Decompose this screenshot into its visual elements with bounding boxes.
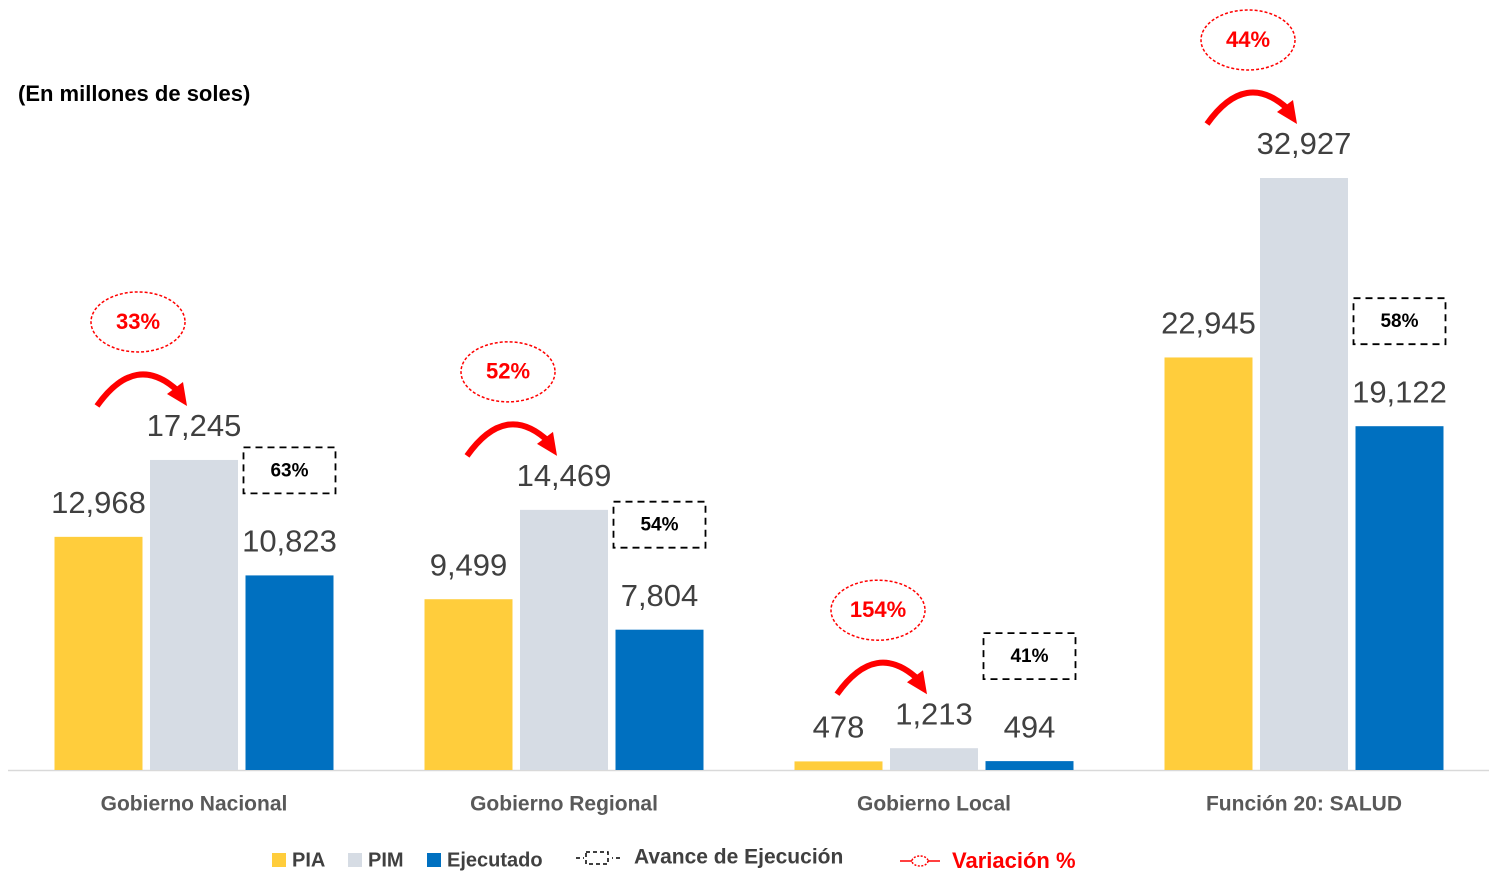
- avance-label: 41%: [1010, 646, 1048, 667]
- legend-label: PIA: [292, 849, 325, 871]
- x-tick-label: Gobierno Regional: [470, 793, 658, 816]
- variation-ellipse: [90, 291, 186, 353]
- avance-box: [982, 632, 1077, 681]
- data-label: 9,499: [430, 547, 508, 582]
- variation-label: 52%: [486, 359, 530, 384]
- variation-label: 44%: [1226, 27, 1270, 52]
- bar: [1260, 178, 1348, 770]
- bar: [54, 536, 143, 770]
- variation-arrow: [834, 659, 922, 696]
- bar: [890, 748, 978, 770]
- legend-swatch: [427, 853, 441, 867]
- data-label: 7,804: [621, 578, 699, 613]
- legend-label: Avance de Ejecución: [634, 846, 843, 869]
- data-label: 22,945: [1161, 306, 1256, 341]
- data-label: 19,122: [1352, 374, 1447, 409]
- data-label: 14,469: [517, 458, 612, 493]
- legend-label: Variación %: [952, 848, 1076, 873]
- bar: [424, 599, 513, 770]
- avance-label: 54%: [640, 515, 678, 536]
- data-label: 17,245: [147, 408, 242, 443]
- variation-arrow: [464, 421, 552, 458]
- bar: [150, 459, 238, 770]
- bar: [245, 575, 334, 770]
- variation-arrow: [1204, 89, 1292, 126]
- bar: [1355, 426, 1444, 770]
- data-label: 494: [1004, 709, 1056, 744]
- legend-variacion-icon: [911, 855, 929, 867]
- variation-arrow: [94, 371, 182, 408]
- data-label: 478: [813, 710, 865, 745]
- bar: [1164, 357, 1253, 770]
- data-label: 12,968: [51, 485, 146, 520]
- variation-ellipse: [1200, 9, 1296, 71]
- data-label: 1,213: [895, 696, 973, 731]
- bar: [615, 629, 704, 770]
- avance-box: [612, 500, 707, 549]
- avance-box: [1352, 297, 1447, 346]
- legend-label: Ejecutado: [447, 849, 543, 871]
- x-tick-label: Gobierno Local: [857, 793, 1011, 816]
- bar: [520, 509, 608, 770]
- avance-label: 63%: [270, 460, 308, 481]
- bar: [985, 761, 1074, 770]
- x-tick-label: Función 20: SALUD: [1206, 793, 1402, 816]
- variation-arrowhead: [1277, 100, 1297, 124]
- variation-ellipse: [830, 579, 926, 641]
- data-label: 32,927: [1257, 126, 1352, 161]
- legend-swatch: [272, 853, 286, 867]
- variation-label: 154%: [850, 597, 906, 622]
- variation-ellipse: [460, 341, 556, 403]
- bar: [794, 761, 883, 770]
- data-label: 10,823: [242, 524, 337, 559]
- legend-label: PIM: [368, 849, 404, 871]
- variation-arrowhead: [907, 670, 927, 695]
- variation-label: 33%: [116, 309, 160, 334]
- x-tick-label: Gobierno Nacional: [101, 793, 288, 816]
- legend-avance-icon: [576, 851, 620, 865]
- chart-subtitle: (En millones de soles): [18, 81, 250, 106]
- avance-box: [242, 446, 337, 495]
- avance-label: 58%: [1380, 311, 1418, 332]
- legend-swatch: [348, 853, 362, 867]
- variation-arrowhead: [167, 381, 187, 406]
- variation-arrowhead: [537, 431, 557, 456]
